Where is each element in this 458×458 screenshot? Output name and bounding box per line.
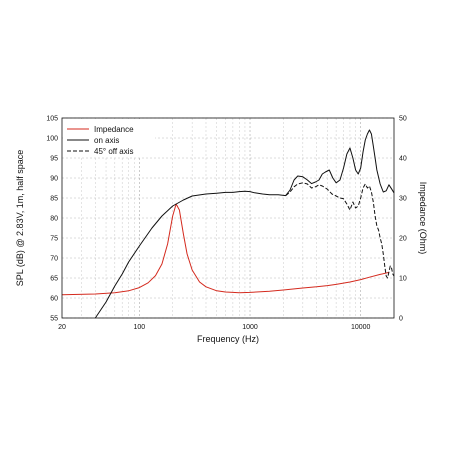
- x-tick-label: 1000: [242, 324, 258, 331]
- x-tick-label: 20: [58, 324, 66, 331]
- y-axis-label-right: Impedance (Ohm): [418, 182, 428, 255]
- y-tick-label-left: 85: [50, 196, 58, 203]
- series-group: [61, 129, 395, 319]
- legend: Impedance on axis 45° off axis: [63, 119, 155, 157]
- y-tick-label-left: 60: [50, 296, 58, 303]
- y-tick-label-left: 100: [46, 136, 58, 143]
- y-tick-label-left: 70: [50, 256, 58, 263]
- y-tick-label-left: 95: [50, 156, 58, 163]
- y-tick-label-right: 20: [399, 236, 407, 243]
- tick-labels: 20 100 1000 1000055606570758085909510010501…: [46, 116, 407, 332]
- y-tick-label-left: 65: [50, 276, 58, 283]
- series-line-0: [61, 203, 390, 296]
- y-tick-label-right: 50: [399, 116, 407, 123]
- y-tick-label-right: 0: [399, 316, 403, 323]
- x-tick-label: 100: [134, 324, 146, 331]
- legend-label-off-axis: 45° off axis: [94, 147, 134, 156]
- y-tick-label-left: 90: [50, 176, 58, 183]
- legend-label-on-axis: on axis: [94, 136, 119, 145]
- x-tick-label: 10000: [351, 324, 371, 331]
- y-tick-label-left: 105: [46, 116, 58, 123]
- series-line-1: [94, 129, 395, 319]
- y-tick-label-right: 10: [399, 276, 407, 283]
- x-axis-label: Frequency (Hz): [197, 334, 259, 344]
- legend-label-impedance: Impedance: [94, 125, 134, 134]
- y-tick-label-left: 75: [50, 236, 58, 243]
- y-tick-label-left: 55: [50, 316, 58, 323]
- y-tick-label-right: 30: [399, 196, 407, 203]
- y-axis-label-left: SPL (dB) @ 2.83V, 1m, half space: [15, 150, 25, 287]
- plot-frame: [61, 117, 395, 319]
- legend-box: [63, 119, 155, 157]
- y-tick-label-left: 80: [50, 216, 58, 223]
- y-tick-label-right: 40: [399, 156, 407, 163]
- series-line-2: [285, 182, 395, 279]
